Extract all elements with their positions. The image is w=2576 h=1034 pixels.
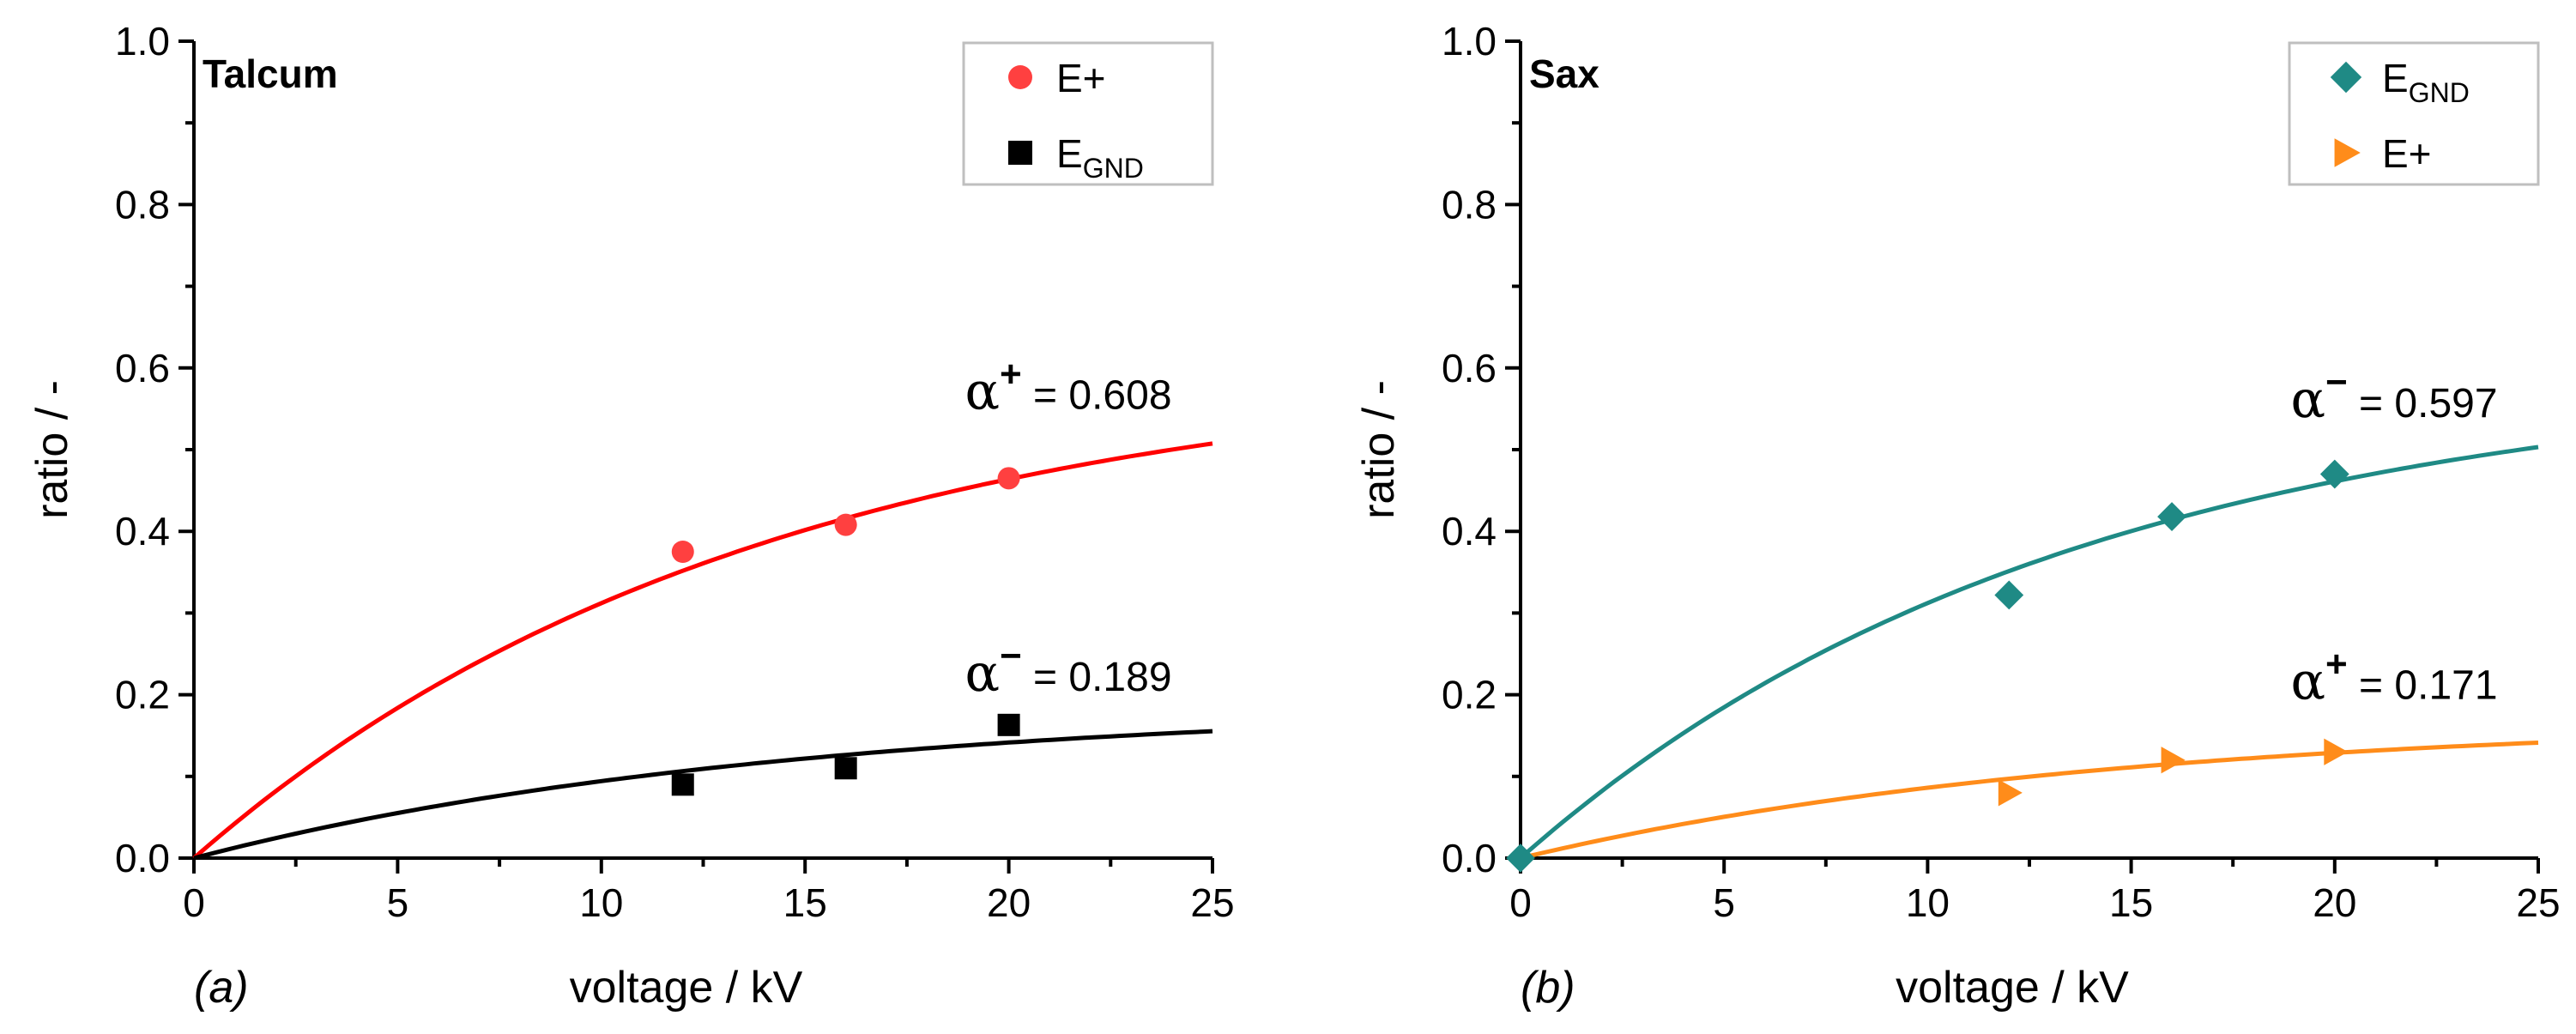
legend-label-sub: GND (2409, 77, 2470, 108)
legend-marker (1008, 141, 1032, 165)
data-point (997, 713, 1020, 736)
annotation-alpha: α (2290, 651, 2325, 711)
panel-b: 0 5 10 15 20 25 0.0 0.2 0.4 0.6 0.8 1.0 voltage / kV… (1354, 19, 2561, 1013)
annotation-sup: + (1000, 353, 1022, 395)
legend-box (962, 41, 1214, 186)
y-tick-label: 0.2 (115, 673, 170, 717)
panel-tag: (a) (194, 963, 249, 1013)
y-tick-label: 0.8 (115, 182, 170, 227)
legend-label-main: E (1056, 131, 1083, 176)
annotation-sup: − (2325, 361, 2348, 403)
x-tick-label: 5 (1713, 880, 1735, 925)
fit-annotation: α+ = 0.171 (2290, 643, 2497, 711)
data-point (2161, 747, 2186, 774)
data-point (1506, 844, 1535, 873)
panel-tag: (b) (1521, 963, 1575, 1013)
y-tick-label: 0.8 (1442, 182, 1497, 227)
legend-label: EGND (1056, 131, 1144, 184)
annotation-value: = 0.597 (2348, 381, 2498, 426)
y-tick-label: 0.6 (1442, 346, 1497, 390)
data-point (2319, 459, 2349, 489)
data-point (997, 467, 1020, 490)
x-tick-label: 15 (2109, 880, 2153, 925)
fit-annotation: α− = 0.189 (964, 635, 1171, 704)
data-point (671, 541, 694, 563)
annotation-alpha: α (2290, 370, 2325, 430)
y-tick-label: 0.6 (115, 346, 170, 390)
panel-a: 0 5 10 15 20 25 0.0 0.2 0.4 0.6 0.8 1.0 voltage / kV… (27, 19, 1235, 1013)
x-tick-label: 10 (579, 880, 623, 925)
x-tick-label: 25 (2516, 880, 2560, 925)
annotation-value: = 0.608 (1022, 372, 1172, 418)
fit-curve (193, 729, 1213, 861)
annotation-value: = 0.171 (2348, 662, 2498, 708)
x-tick-label: 25 (1190, 880, 1234, 925)
y-tick-label: 0.4 (115, 509, 170, 553)
x-axis-label: voltage / kV (1896, 963, 2129, 1013)
y-axis-label: ratio / - (27, 380, 77, 519)
data-point (671, 773, 694, 796)
annotation-alpha: α (964, 644, 1000, 704)
data-point (2157, 502, 2186, 531)
x-tick-label: 5 (387, 880, 409, 925)
data-point (834, 513, 857, 536)
panel-title: Sax (1529, 51, 1599, 96)
legend-box (2288, 41, 2540, 186)
fit-annotation: α+ = 0.608 (964, 353, 1171, 421)
y-axis-label: ratio / - (1354, 380, 1404, 519)
x-tick-label: 15 (783, 880, 827, 925)
legend-marker (1008, 65, 1032, 89)
x-tick-label: 0 (183, 880, 205, 925)
panel-title: Talcum (203, 51, 338, 96)
data-point (2324, 738, 2349, 765)
data-point (1998, 779, 2023, 807)
legend-label-main: E+ (1056, 56, 1106, 100)
y-tick-label: 0.2 (1442, 673, 1497, 717)
legend-marker (2330, 61, 2362, 94)
fit-curve (1519, 444, 2539, 860)
x-tick-label: 10 (1906, 880, 1950, 925)
y-tick-label: 1.0 (1442, 19, 1497, 63)
annotation-value: = 0.189 (1022, 655, 1172, 700)
y-tick-label: 0.0 (1442, 836, 1497, 880)
legend-label-main: E+ (2382, 131, 2432, 176)
data-point (1994, 580, 2024, 610)
legend-label: E+ (2382, 131, 2432, 176)
annotation-sup: + (2325, 643, 2348, 685)
fit-annotation: α− = 0.597 (2290, 361, 2497, 430)
y-tick-label: 1.0 (115, 19, 170, 63)
fit-curve (192, 441, 1213, 860)
annotation-sup: − (1000, 635, 1022, 677)
y-tick-label: 0.4 (1442, 509, 1497, 553)
x-tick-label: 20 (987, 880, 1031, 925)
x-tick-label: 0 (1509, 880, 1532, 925)
x-tick-label: 20 (2313, 880, 2356, 925)
legend-label: E+ (1056, 56, 1106, 100)
legend-label-main: E (2382, 56, 2409, 100)
legend-label: EGND (2382, 56, 2470, 108)
fit-curve (1520, 741, 2539, 861)
x-axis-label: voltage / kV (570, 963, 803, 1013)
legend-label-sub: GND (1083, 153, 1144, 184)
y-tick-label: 0.0 (115, 836, 170, 880)
legend-marker (2334, 138, 2361, 167)
annotation-alpha: α (964, 361, 1000, 421)
data-point (834, 757, 857, 780)
